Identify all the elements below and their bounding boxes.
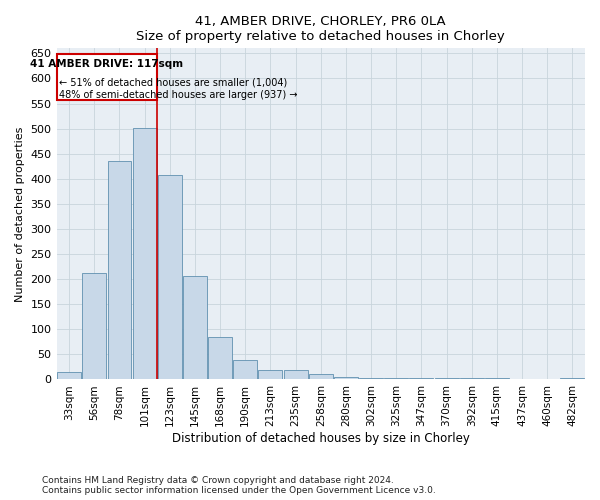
Bar	[183, 276, 207, 380]
Text: 41 AMBER DRIVE: 117sqm: 41 AMBER DRIVE: 117sqm	[30, 60, 183, 70]
Bar	[284, 370, 308, 380]
Text: Contains HM Land Registry data © Crown copyright and database right 2024.
Contai: Contains HM Land Registry data © Crown c…	[42, 476, 436, 495]
Bar	[233, 360, 257, 380]
Bar	[309, 374, 333, 380]
Bar	[334, 377, 358, 380]
Bar	[56, 54, 157, 100]
Bar	[535, 379, 559, 380]
Bar	[359, 378, 383, 380]
Bar	[385, 378, 408, 380]
Bar	[57, 372, 81, 380]
Bar	[82, 272, 106, 380]
Title: 41, AMBER DRIVE, CHORLEY, PR6 0LA
Size of property relative to detached houses i: 41, AMBER DRIVE, CHORLEY, PR6 0LA Size o…	[136, 15, 505, 43]
Bar	[158, 176, 182, 380]
Text: 48% of semi-detached houses are larger (937) →: 48% of semi-detached houses are larger (…	[59, 90, 298, 100]
Bar	[510, 379, 534, 380]
Bar	[434, 378, 458, 380]
Y-axis label: Number of detached properties: Number of detached properties	[15, 126, 25, 302]
X-axis label: Distribution of detached houses by size in Chorley: Distribution of detached houses by size …	[172, 432, 470, 445]
Bar	[409, 378, 433, 380]
Bar	[560, 378, 584, 380]
Bar	[107, 161, 131, 380]
Text: ← 51% of detached houses are smaller (1,004): ← 51% of detached houses are smaller (1,…	[59, 78, 287, 88]
Bar	[460, 378, 484, 380]
Bar	[133, 128, 157, 380]
Bar	[208, 338, 232, 380]
Bar	[485, 378, 509, 380]
Bar	[259, 370, 283, 380]
